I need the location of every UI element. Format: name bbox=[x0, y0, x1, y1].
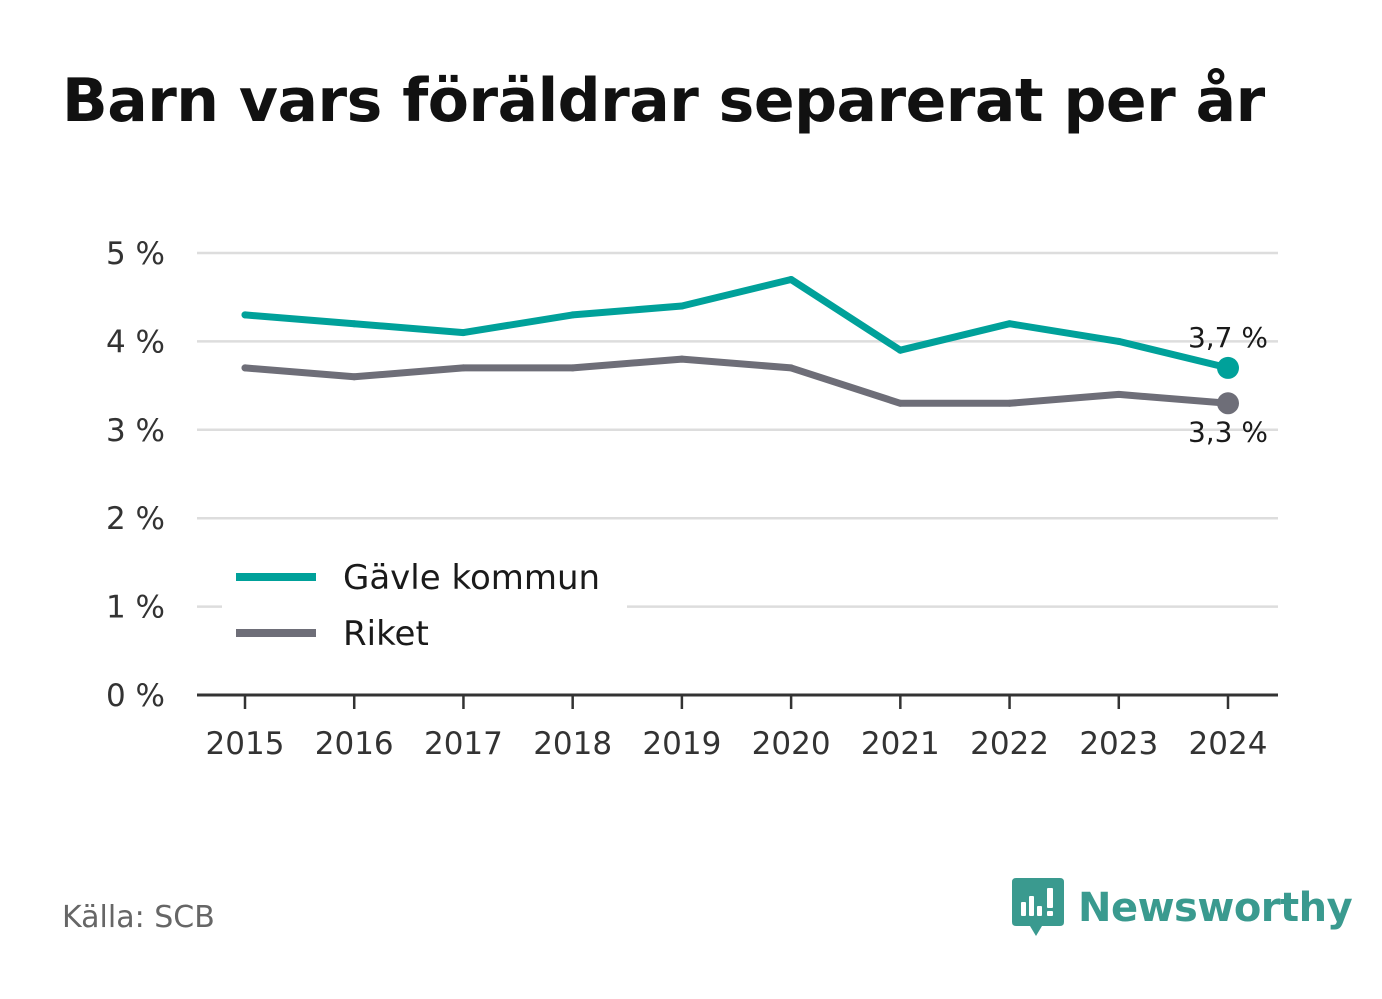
x-tick-label: 2018 bbox=[533, 726, 612, 762]
series-point-1 bbox=[569, 364, 577, 372]
series-point-0 bbox=[1006, 320, 1014, 328]
series-lines bbox=[241, 276, 1239, 415]
y-tick-label: 4 % bbox=[106, 324, 165, 360]
x-tick-label: 2020 bbox=[752, 726, 831, 762]
series-point-0 bbox=[569, 311, 577, 319]
y-axis: 0 % 1 % 2 % 3 % 4 % 5 % bbox=[106, 236, 165, 714]
series-line-0 bbox=[241, 276, 1232, 372]
x-tick-label: 2019 bbox=[642, 726, 721, 762]
series-end-point-1 bbox=[1217, 392, 1239, 415]
series-point-1 bbox=[678, 355, 686, 363]
legend: Gävle kommun Riket bbox=[222, 548, 627, 664]
end-value-label-0: 3,7 % bbox=[1188, 321, 1268, 354]
series-point-0 bbox=[459, 329, 467, 337]
series-point-0 bbox=[241, 311, 249, 319]
y-tick-label: 2 % bbox=[106, 501, 165, 537]
x-tick-label: 2024 bbox=[1189, 726, 1268, 762]
series-point-0 bbox=[896, 346, 904, 354]
x-tick-label: 2023 bbox=[1079, 726, 1158, 762]
chart-title: Barn vars föräldrar separerat per år bbox=[62, 66, 1265, 136]
x-tick-label: 2017 bbox=[424, 726, 503, 762]
x-tick-label: 2021 bbox=[861, 726, 940, 762]
source-note: Källa: SCB bbox=[62, 900, 215, 935]
legend-label-1: Riket bbox=[343, 614, 429, 654]
legend-label-0: Gävle kommun bbox=[343, 558, 600, 598]
y-tick-label: 3 % bbox=[106, 413, 165, 449]
series-point-1 bbox=[350, 373, 358, 381]
series-point-1 bbox=[1006, 399, 1014, 407]
series-point-1 bbox=[241, 364, 249, 372]
legend-background bbox=[222, 548, 627, 664]
series-point-1 bbox=[1115, 390, 1123, 398]
brand: Newsworthy bbox=[1012, 878, 1353, 938]
series-point-0 bbox=[787, 276, 795, 284]
brand-name: Newsworthy bbox=[1078, 885, 1353, 931]
x-tick-label: 2022 bbox=[970, 726, 1049, 762]
series-point-0 bbox=[678, 302, 686, 310]
series-point-0 bbox=[1115, 337, 1123, 345]
newsworthy-logo-icon bbox=[1012, 878, 1064, 936]
y-tick-label: 5 % bbox=[106, 236, 165, 272]
series-line-1 bbox=[241, 355, 1232, 407]
end-value-label-1: 3,3 % bbox=[1188, 415, 1268, 448]
y-tick-label: 1 % bbox=[106, 590, 165, 626]
series-point-1 bbox=[787, 364, 795, 372]
x-axis: 2015 2016 2017 2018 2019 2020 2021 2022 2023 2024 bbox=[197, 693, 1278, 762]
series-point-1 bbox=[459, 364, 467, 372]
end-labels: 3,7 % 3,3 % bbox=[1188, 321, 1268, 448]
x-tick-label: 2016 bbox=[315, 726, 394, 762]
series-end-point-0 bbox=[1217, 356, 1239, 379]
x-tick-label: 2015 bbox=[206, 726, 285, 762]
series-point-1 bbox=[896, 399, 904, 407]
y-tick-label: 0 % bbox=[106, 678, 165, 714]
series-point-0 bbox=[350, 320, 358, 328]
